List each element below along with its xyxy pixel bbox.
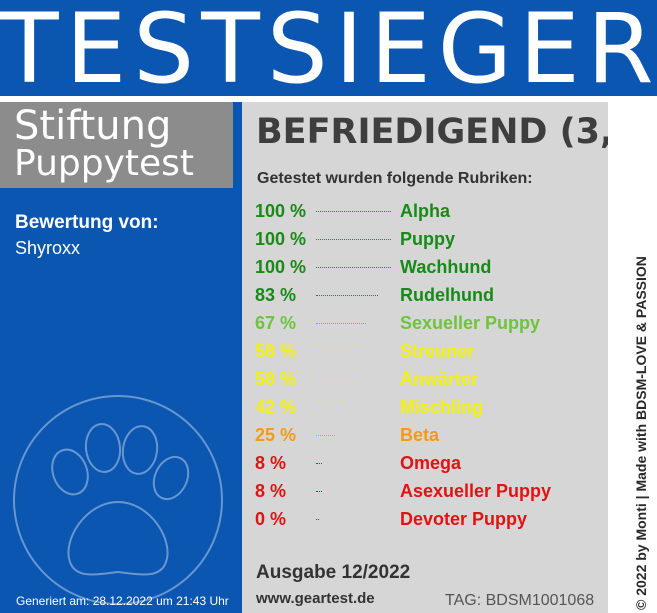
category-percent: 25 % [255, 425, 297, 445]
organization-name-line2: Puppytest [14, 143, 195, 184]
category-row: 83 % Rudelhund [0, 283, 494, 307]
category-score-line [316, 519, 319, 520]
category-score-line [316, 379, 360, 380]
category-row: 42 % Mischling [0, 395, 483, 419]
banner-divider [0, 96, 657, 102]
generated-timestamp: Generiert am: 28.12.2022 um 21:43 Uhr [16, 594, 229, 608]
category-name: Devoter Puppy [400, 509, 528, 529]
category-score-line [316, 491, 322, 492]
category-name: Wachhund [400, 257, 492, 277]
categories-subtitle: Getestet wurden folgende Rubriken: [257, 170, 533, 187]
category-score-line [316, 463, 322, 464]
rated-by-name: Shyroxx [15, 238, 81, 258]
category-score-line [316, 323, 366, 324]
category-score-line [316, 239, 391, 240]
category-percent: 100 % [255, 229, 307, 249]
category-percent: 8 % [255, 481, 287, 501]
category-percent: 0 % [255, 509, 287, 529]
credit-strip [608, 102, 657, 613]
copyright-credit: © 2022 by Monti | Made with BDSM-LOVE & … [633, 256, 649, 610]
tag-id: TAG: BDSM1001068 [445, 592, 595, 609]
category-row: 67 % Sexueller Puppy [0, 311, 540, 335]
issue-label: Ausgabe 12/2022 [256, 562, 411, 583]
category-row: 8 % Omega [0, 451, 461, 475]
category-percent: 67 % [255, 313, 297, 333]
category-row: 100 % Puppy [0, 227, 455, 251]
category-score-line [316, 435, 335, 436]
category-percent: 58 % [255, 369, 297, 389]
category-percent: 83 % [255, 285, 297, 305]
category-row: 8 % Asexueller Puppy [0, 479, 551, 503]
category-percent: 8 % [255, 453, 287, 473]
category-row: 58 % Anwärter [0, 367, 478, 391]
category-name: Mischling [400, 397, 484, 417]
website-link[interactable]: www.geartest.de [256, 590, 375, 607]
category-row: 100 % Wachhund [0, 255, 491, 279]
category-name: Omega [400, 453, 462, 473]
category-score-line [316, 295, 378, 296]
category-row: 25 % Beta [0, 423, 439, 447]
category-row: 100 % Alpha [0, 199, 450, 223]
category-score-line [316, 351, 360, 352]
testsieger-banner: TESTSIEGER [0, 0, 657, 104]
banner-title: TESTSIEGER [0, 0, 657, 105]
category-row: 58 % Streuner [0, 339, 474, 363]
category-name: Asexueller Puppy [400, 481, 552, 501]
verdict-heading: BEFRIEDIGEND (3,6) [256, 112, 654, 152]
paw-print-icon [13, 395, 223, 605]
category-name: Alpha [400, 201, 451, 221]
category-name: Sexueller Puppy [400, 313, 541, 333]
category-name: Rudelhund [400, 285, 494, 305]
category-name: Streuner [400, 341, 475, 361]
organization-box [0, 102, 233, 188]
results-panel [242, 102, 608, 613]
category-name: Beta [400, 425, 440, 445]
category-percent: 58 % [255, 341, 297, 361]
category-score-line [316, 407, 348, 408]
rated-by-label: Bewertung von: [15, 212, 159, 233]
organization-name-line1: Stiftung [14, 103, 172, 149]
category-percent: 100 % [255, 201, 307, 221]
category-percent: 100 % [255, 257, 307, 277]
category-score-line [316, 211, 391, 212]
category-score-line [316, 267, 391, 268]
category-row: 0 % Devoter Puppy [0, 507, 527, 531]
category-name: Puppy [400, 229, 456, 249]
category-percent: 42 % [255, 397, 297, 417]
category-name: Anwärter [400, 369, 479, 389]
